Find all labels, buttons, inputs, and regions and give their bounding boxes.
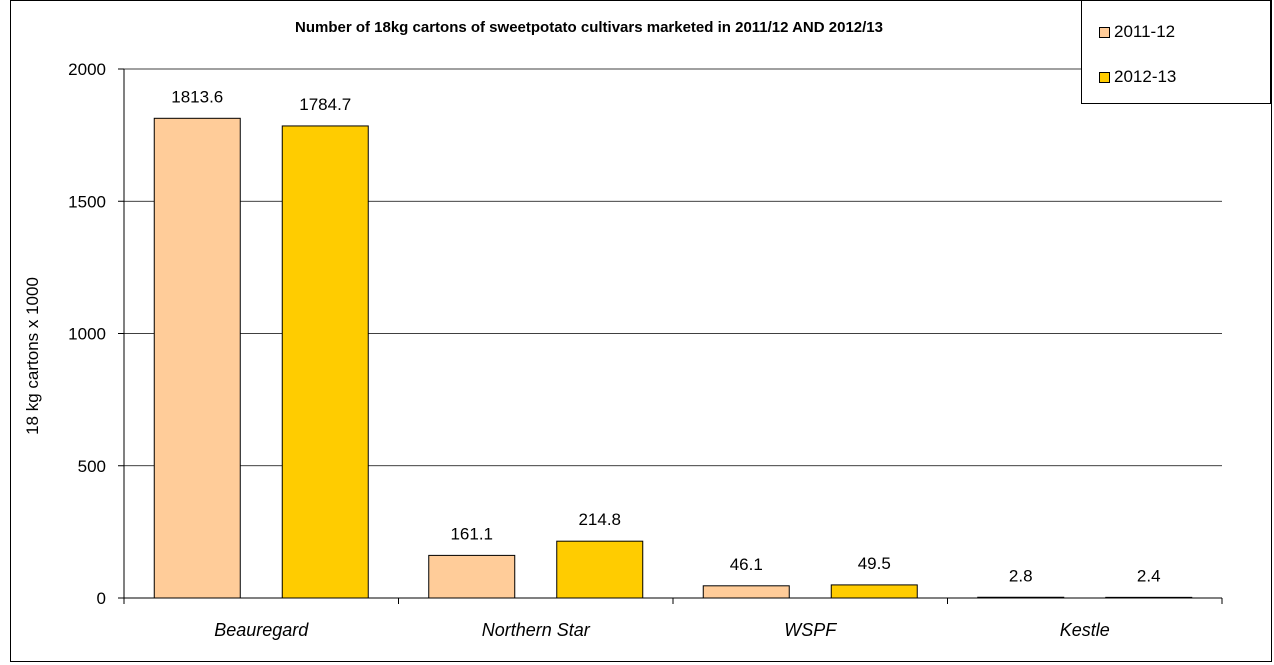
y-axis-label: 18 kg cartons x 1000 xyxy=(23,277,42,435)
data-label: 1813.6 xyxy=(171,87,223,106)
x-tick-label: Kestle xyxy=(1060,620,1110,640)
data-label: 214.8 xyxy=(578,510,621,529)
legend-label-2011-12: 2011-12 xyxy=(1114,22,1176,41)
data-label: 2.4 xyxy=(1137,566,1161,585)
x-tick-labels: Beauregard Northern Star WSPF Kestle xyxy=(214,620,1110,640)
data-label: 2.8 xyxy=(1009,566,1033,585)
y-tick-label: 1000 xyxy=(68,325,106,344)
bar xyxy=(830,584,918,599)
y-tick-label: 1500 xyxy=(68,192,106,211)
y-tick-label: 500 xyxy=(78,457,106,476)
legend-item-2012-13: 2012-13 xyxy=(1099,67,1177,86)
x-tick-label: WSPF xyxy=(784,620,837,640)
bar xyxy=(556,540,644,599)
legend: 2011-12 2012-13 xyxy=(1081,0,1271,104)
data-label: 1784.7 xyxy=(299,95,351,114)
data-label: 161.1 xyxy=(450,524,493,543)
legend-swatch-2012-13 xyxy=(1099,71,1110,83)
y-tick-label: 0 xyxy=(97,589,106,608)
bars xyxy=(153,117,1193,599)
legend-item-2011-12: 2011-12 xyxy=(1099,22,1176,41)
y-tick-label: 2000 xyxy=(68,60,106,79)
legend-label-2012-13: 2012-13 xyxy=(1114,67,1177,86)
x-tick-label: Northern Star xyxy=(482,620,591,640)
axes xyxy=(118,68,1223,604)
data-label: 46.1 xyxy=(730,555,763,574)
bar xyxy=(428,554,516,599)
chart-frame xyxy=(10,0,1272,662)
data-labels: 1813.6 1784.7 161.1 214.8 46.1 49.5 2.8 2.4 xyxy=(171,87,1160,585)
y-tick-labels: 0 500 1000 1500 2000 xyxy=(68,60,106,608)
legend-swatch-2011-12 xyxy=(1099,26,1110,38)
x-tick-label: Beauregard xyxy=(214,620,309,640)
bar xyxy=(702,585,790,599)
data-label: 49.5 xyxy=(858,554,891,573)
bar xyxy=(153,117,241,599)
chart-title: Number of 18kg cartons of sweetpotato cu… xyxy=(295,19,883,36)
bar xyxy=(281,125,369,599)
